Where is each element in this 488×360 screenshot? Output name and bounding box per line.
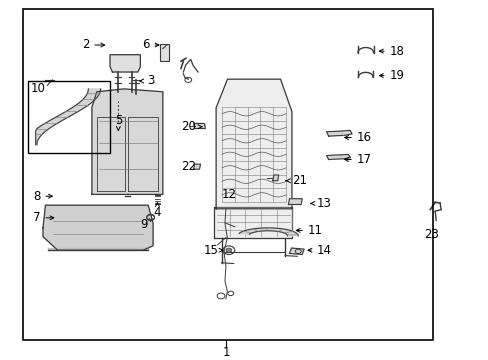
Text: 3: 3 — [140, 75, 154, 87]
Bar — [23, 9, 432, 340]
Polygon shape — [239, 228, 298, 236]
Polygon shape — [288, 199, 302, 204]
Text: 13: 13 — [310, 197, 331, 210]
Polygon shape — [214, 207, 292, 238]
Text: 2: 2 — [81, 39, 104, 51]
Polygon shape — [92, 89, 163, 194]
Text: 15: 15 — [203, 244, 223, 257]
Text: 17: 17 — [344, 153, 371, 166]
Polygon shape — [193, 164, 200, 169]
Polygon shape — [326, 155, 343, 159]
Polygon shape — [43, 205, 153, 250]
Polygon shape — [326, 131, 344, 136]
Text: 22: 22 — [181, 160, 195, 173]
Text: 7: 7 — [33, 211, 54, 224]
Polygon shape — [36, 89, 101, 145]
Text: 12: 12 — [221, 188, 236, 201]
Text: 21: 21 — [285, 174, 306, 187]
Text: 16: 16 — [344, 131, 371, 144]
Text: 9: 9 — [140, 219, 148, 231]
Polygon shape — [289, 248, 304, 255]
Text: 6: 6 — [142, 39, 159, 51]
Text: 10: 10 — [30, 82, 45, 95]
Text: 5: 5 — [114, 114, 122, 130]
Text: 23: 23 — [423, 228, 438, 241]
Polygon shape — [193, 123, 205, 129]
Circle shape — [225, 248, 231, 252]
Text: 8: 8 — [33, 190, 52, 203]
Polygon shape — [272, 175, 278, 181]
Text: 11: 11 — [296, 224, 322, 237]
Polygon shape — [341, 154, 350, 159]
Text: 18: 18 — [379, 45, 404, 58]
Bar — [160, 44, 168, 61]
Text: 20: 20 — [181, 120, 202, 133]
Text: 19: 19 — [379, 69, 404, 82]
Text: 4: 4 — [153, 203, 161, 219]
Polygon shape — [216, 79, 291, 209]
Bar — [28, 81, 110, 153]
Text: 1: 1 — [222, 346, 230, 359]
Text: 14: 14 — [307, 244, 331, 257]
Polygon shape — [342, 130, 351, 135]
Polygon shape — [110, 55, 140, 72]
